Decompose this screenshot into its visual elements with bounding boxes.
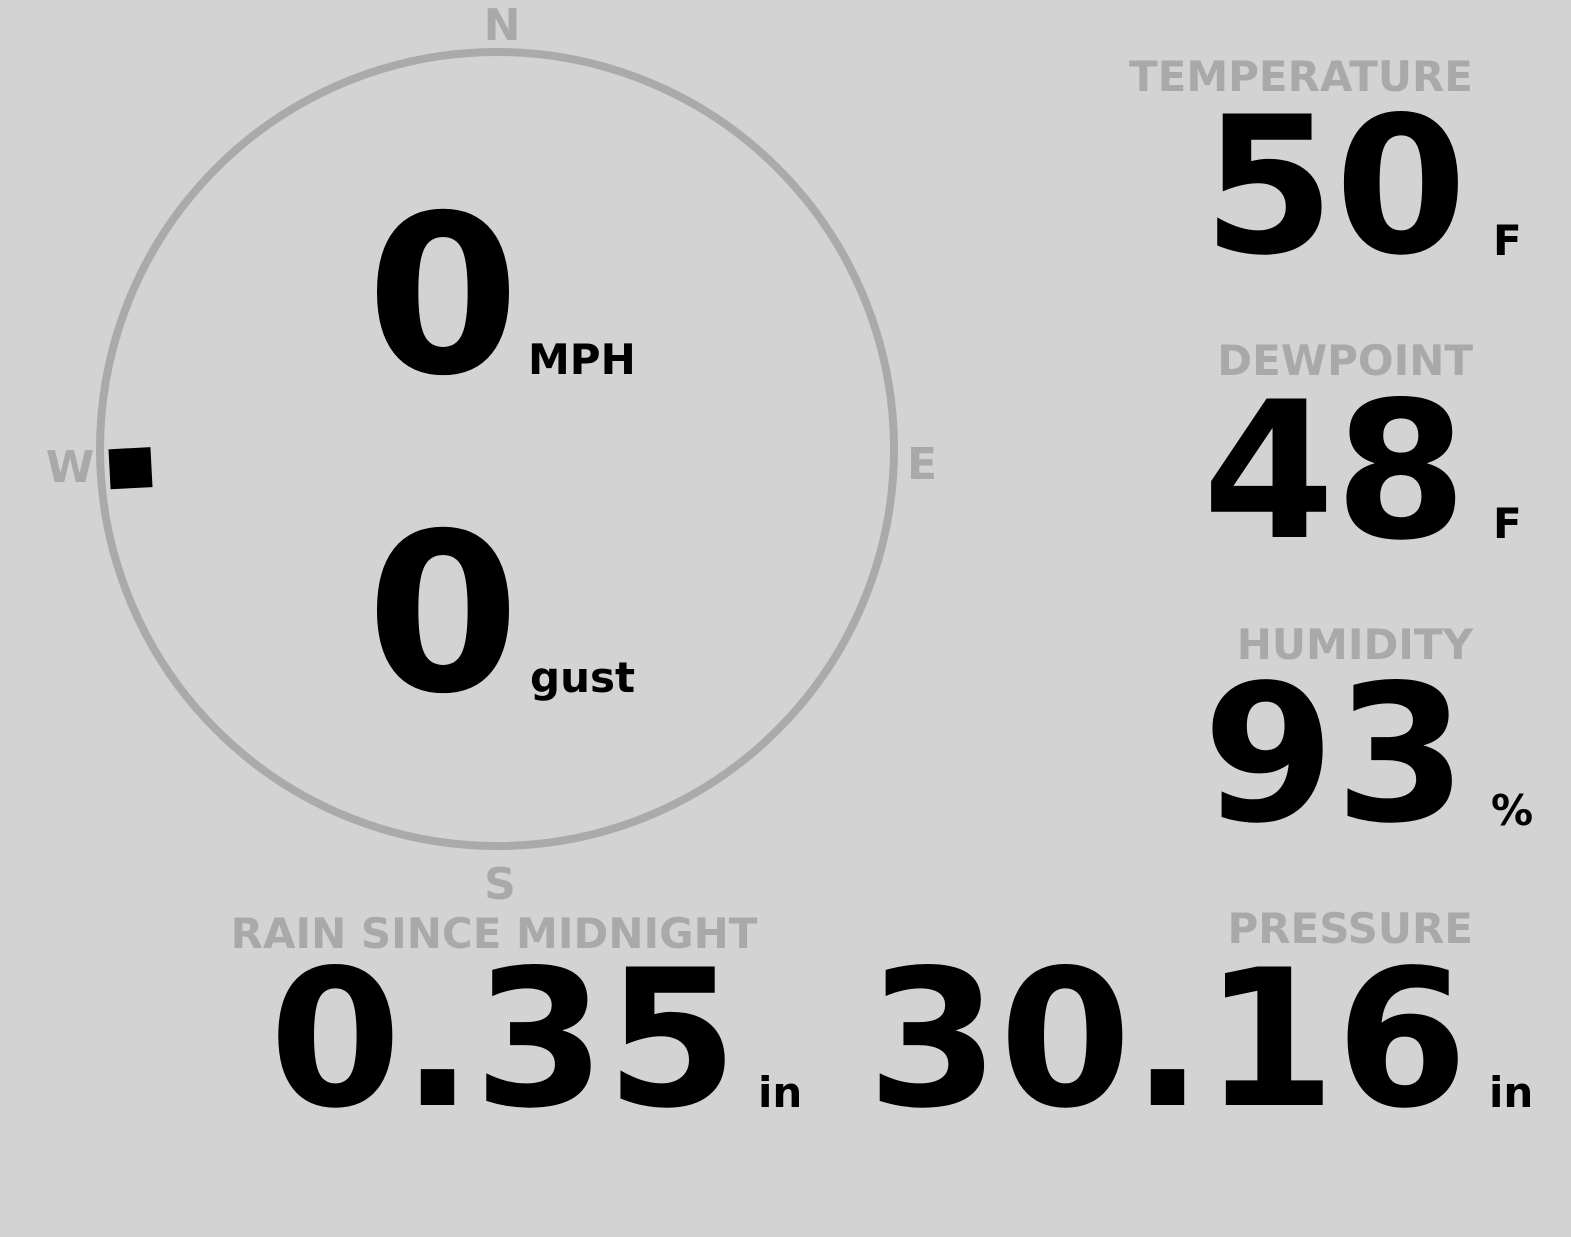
compass-north: N — [484, 0, 521, 51]
temperature-label: TEMPERATURE — [1129, 52, 1473, 101]
compass-west: W — [46, 442, 95, 493]
rain-label: RAIN SINCE MIDNIGHT — [231, 909, 758, 958]
dewpoint-unit: F — [1493, 499, 1522, 548]
dewpoint-label: DEWPOINT — [1217, 336, 1473, 385]
wind-speed: 0 — [366, 168, 519, 424]
dewpoint-value: 48 — [1203, 361, 1467, 582]
temperature-value: 50 — [1203, 76, 1467, 297]
wind-gust-unit: gust — [530, 653, 635, 702]
wind-direction-marker — [108, 447, 153, 490]
wind-gust: 0 — [366, 486, 519, 742]
pressure-unit: in — [1489, 1068, 1533, 1117]
compass-south: S — [484, 859, 516, 910]
rain-unit: in — [758, 1068, 802, 1117]
humidity-value: 93 — [1203, 644, 1467, 865]
compass-ring — [96, 48, 898, 850]
rain-value: 0.35 — [269, 929, 738, 1150]
humidity-unit: % — [1491, 786, 1533, 835]
humidity-label: HUMIDITY — [1237, 620, 1474, 669]
pressure-value: 30.16 — [867, 929, 1468, 1150]
wind-speed-unit: MPH — [528, 335, 636, 384]
pressure-label: PRESSURE — [1227, 904, 1473, 953]
compass-east: E — [907, 439, 937, 490]
temperature-unit: F — [1493, 216, 1522, 265]
